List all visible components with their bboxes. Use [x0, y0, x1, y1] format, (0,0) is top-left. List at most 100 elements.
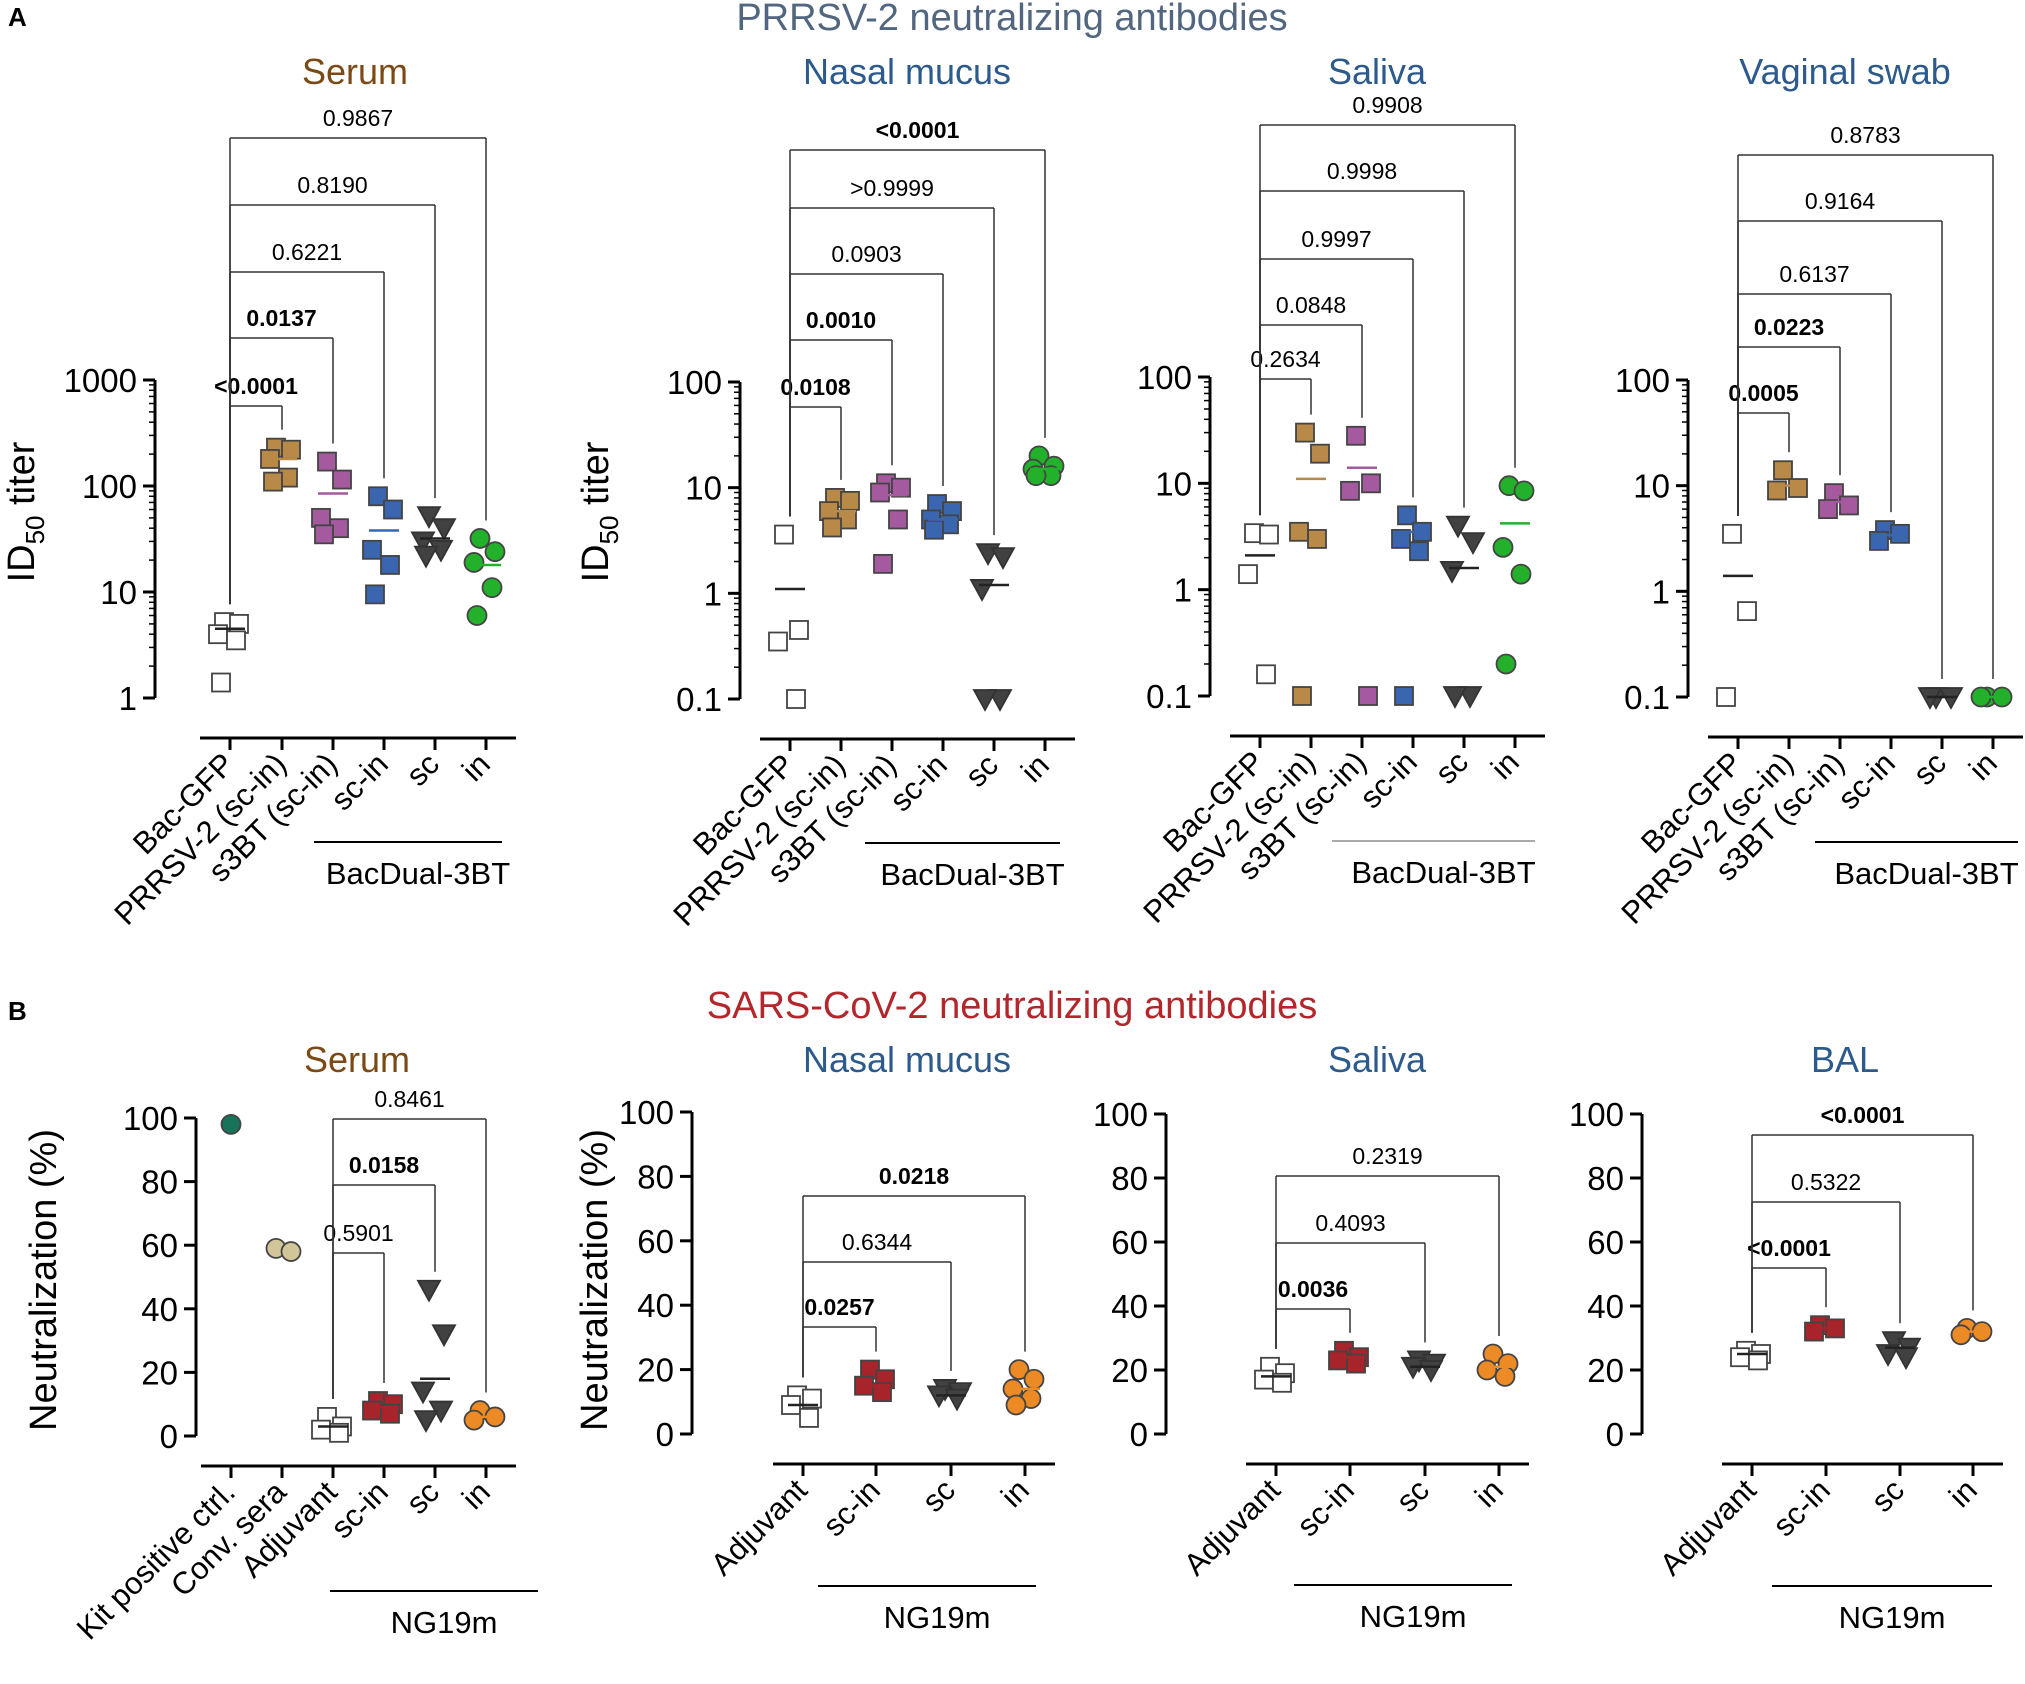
y-tick-label: 10 [1633, 468, 1670, 505]
y-axis-label: Neutralization (%) [574, 1129, 616, 1431]
y-tick-label: 80 [1587, 1160, 1624, 1197]
data-point [1494, 1366, 1516, 1387]
data-point [1495, 653, 1517, 675]
data-point [872, 1382, 892, 1403]
x-tick-label: sc [1389, 1472, 1436, 1519]
group-label: BacDual-3BT [326, 856, 510, 891]
data-point [1510, 563, 1532, 585]
data-point [1804, 1321, 1824, 1342]
data-point [1023, 1368, 1045, 1390]
p-value-label: 0.9164 [1805, 188, 1876, 214]
data-point [1025, 465, 1047, 487]
data-point [380, 555, 400, 575]
data-point [1950, 1324, 1972, 1346]
p-value-label: 0.0218 [879, 1163, 950, 1189]
data-point [365, 584, 385, 605]
x-tick-label: Adjuvant [1177, 1472, 1287, 1582]
data-point [1254, 1369, 1274, 1390]
group-label: BacDual-3BT [1834, 856, 2018, 891]
x-tick-label: in [455, 1474, 497, 1516]
group-label: NG19m [391, 1605, 498, 1640]
data-point [380, 1403, 400, 1424]
data-point [1890, 523, 1910, 544]
p-value-label: <0.0001 [1821, 1102, 1905, 1128]
data-point [481, 577, 503, 599]
x-tick-label: in [1014, 747, 1056, 789]
panel-title: Vaginal swab [1739, 51, 1950, 92]
panel-b-bal: BAL 100 80 60 40 20 0 Adjuvant sc-in sc in NG19m <0.… [1569, 1039, 2003, 1635]
data-point [924, 519, 944, 540]
panel-title: Nasal mucus [803, 51, 1011, 92]
p-value-label: 0.8783 [1830, 122, 1900, 148]
group-label: BacDual-3BT [880, 857, 1064, 892]
panel-title: Serum [302, 51, 408, 92]
y-tick-label: 60 [1587, 1224, 1624, 1261]
p-value-label: 0.0108 [780, 374, 851, 400]
section-a-title: PRRSV-2 neutralizing antibodies [736, 0, 1287, 39]
y-tick-label: 80 [141, 1164, 178, 1201]
p-value-label: 0.4093 [1315, 1210, 1385, 1236]
y-tick-label: 0.1 [1146, 678, 1192, 715]
data-point [1722, 523, 1742, 544]
x-tick-label: sc [958, 747, 1005, 794]
p-value-label: 0.8190 [297, 172, 367, 198]
y-tick-label: 100 [1093, 1096, 1148, 1133]
data-point [1391, 529, 1411, 549]
y-tick-label: 20 [1111, 1352, 1148, 1389]
data-point [410, 1381, 436, 1405]
group-label: NG19m [884, 1600, 991, 1635]
panel-b-saliva: Saliva 100 80 60 40 20 0 Adjuvant sc-in sc in NG19m… [1093, 1039, 1529, 1634]
y-tick-label: 40 [1587, 1288, 1624, 1325]
y-axis-label: ID50 titer [575, 441, 624, 582]
data-point [1346, 425, 1366, 446]
p-value-label: 0.6221 [272, 239, 342, 265]
data-point [1730, 1347, 1750, 1368]
x-tick-label: in [994, 1472, 1036, 1514]
p-value-label: <0.0001 [1747, 1235, 1831, 1261]
data-point [431, 1324, 457, 1348]
x-tick-label: sc [1906, 745, 1953, 792]
p-value-label: 0.9867 [323, 105, 393, 131]
group-label: NG19m [1360, 1599, 1467, 1634]
p-value-label: 0.9908 [1352, 92, 1422, 118]
p-value-label: <0.0001 [214, 373, 298, 399]
y-tick-label: 0 [1130, 1416, 1148, 1453]
x-tick-label: sc-in [1831, 745, 1902, 816]
data-point [416, 1279, 442, 1303]
data-point [873, 553, 893, 574]
data-point [987, 689, 1013, 712]
p-value-label: 0.8461 [374, 1086, 444, 1112]
data-point [1289, 521, 1309, 542]
data-point [1788, 478, 1808, 498]
data-point [840, 490, 860, 511]
data-point [1238, 564, 1258, 585]
data-point [1394, 686, 1414, 706]
p-value-label: 0.0158 [349, 1152, 420, 1178]
y-tick-label: 60 [637, 1223, 674, 1260]
x-tick-label: sc-in [324, 1474, 395, 1545]
data-point [416, 506, 442, 529]
data-point [211, 672, 231, 693]
data-point [1409, 541, 1429, 562]
x-tick-label: sc-in [324, 746, 395, 817]
y-tick-label: 80 [637, 1158, 674, 1195]
p-value-label: 0.0137 [246, 305, 316, 331]
panel-title: Saliva [1328, 1039, 1427, 1080]
x-tick-label: sc [399, 746, 446, 793]
data-point [1397, 505, 1417, 526]
data-point [317, 451, 337, 472]
p-value-label: 0.0010 [806, 307, 876, 333]
data-point [1893, 1347, 1919, 1371]
x-tick-label: sc [399, 1474, 446, 1521]
data-point [1492, 536, 1514, 558]
data-point [431, 518, 457, 542]
y-axis-label: ID50 titer [1, 441, 50, 582]
y-tick-label: 10 [100, 574, 137, 611]
p-value-label: 0.0257 [804, 1294, 874, 1320]
p-value-label: 0.0848 [1276, 292, 1346, 318]
y-tick-label: 100 [1615, 362, 1670, 399]
data-point [1476, 1359, 1498, 1381]
data-point [1445, 515, 1471, 539]
data-point [362, 1400, 382, 1421]
